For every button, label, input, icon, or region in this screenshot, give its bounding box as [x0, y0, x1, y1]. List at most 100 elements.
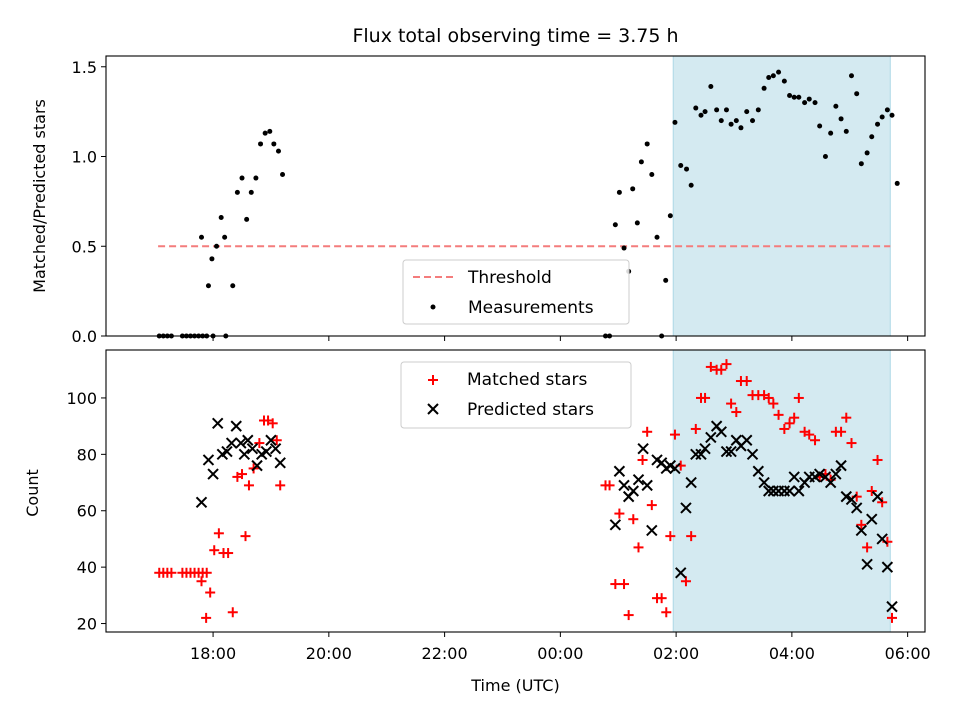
chart-title: Flux total observing time = 3.75 h	[352, 25, 678, 47]
matched-star-point	[642, 426, 653, 437]
matched-star-point	[862, 542, 873, 553]
measurement-point	[750, 118, 756, 124]
measurement-point	[744, 109, 750, 115]
predicted-star-point	[618, 479, 630, 492]
measurement-point	[761, 85, 767, 91]
measurement-point	[634, 220, 640, 226]
matched-star-point	[716, 364, 727, 375]
measurement-point	[864, 150, 870, 156]
matched-star-point	[205, 587, 216, 598]
matched-star-point	[721, 359, 732, 370]
predicted-star-point	[685, 476, 697, 489]
top-y-axis-label: Matched/Predicted stars	[30, 99, 49, 293]
matched-star-point	[784, 418, 795, 429]
measurement-point	[708, 84, 714, 90]
measurement-point	[843, 128, 849, 134]
measurement-point	[230, 283, 236, 289]
matched-star-point	[223, 548, 234, 559]
measurement-point	[723, 107, 729, 113]
matched-star-point	[628, 514, 639, 525]
matched-star-point	[267, 418, 278, 429]
measurement-point	[684, 166, 690, 172]
measurement-point	[806, 96, 812, 102]
matched-star-point	[686, 531, 697, 542]
measurement-point	[848, 73, 854, 79]
matched-star-point	[637, 454, 648, 465]
x-tick-label: 02:00	[653, 644, 699, 663]
matched-star-point	[661, 607, 672, 618]
bottom-axes-frame	[105, 349, 926, 633]
measurement-point	[698, 112, 704, 118]
predicted-star-point	[669, 462, 681, 475]
measurement-point	[894, 180, 900, 186]
matched-star-point	[240, 531, 251, 542]
matched-star-point	[614, 508, 625, 519]
predicted-star-point	[238, 448, 251, 461]
predicted-star-point	[720, 445, 733, 458]
x-tick-label: 22:00	[422, 644, 468, 663]
predicted-star-point	[871, 490, 884, 503]
matched-star-point	[841, 412, 852, 423]
predicted-star-point	[886, 600, 898, 613]
measurement-point	[239, 175, 245, 181]
measurement-point	[638, 159, 644, 165]
matched-star-point	[201, 612, 212, 623]
bottom-panel: 20 40 60 80 100 18:00 20:00 22:00 00:00 02:00 04:…	[23, 349, 931, 695]
predicted-star-point	[845, 493, 858, 506]
predicted-star-point	[835, 459, 847, 472]
legend-measurements-swatch	[430, 304, 436, 310]
bottom-y-tick-label: 20	[77, 615, 97, 634]
measurement-point	[702, 109, 708, 115]
matched-star-point	[237, 469, 248, 480]
predicted-star-point	[793, 485, 805, 497]
measurement-point	[889, 112, 895, 118]
measurement-point	[791, 94, 797, 100]
matched-star-point	[275, 480, 286, 491]
matched-star-point	[700, 392, 711, 403]
measurement-point	[222, 234, 228, 240]
predicted-star-point	[705, 431, 717, 444]
predicted-star-point	[646, 524, 658, 537]
predicted-star-point	[699, 442, 711, 455]
predicted-star-point	[824, 476, 837, 489]
measurement-point	[280, 171, 286, 177]
predicted-star-point	[265, 434, 277, 446]
matched-star-point	[201, 567, 212, 578]
top-panel: 0.0 0.5 1.0 1.5 Matched/Predicted stars Thr…	[30, 55, 926, 346]
matched-star-point	[690, 423, 701, 434]
top-x-ticks	[212, 336, 909, 341]
measurement-point	[738, 125, 744, 131]
predicted-star-point	[725, 445, 737, 458]
predicted-star-point	[715, 426, 727, 438]
predicted-star-point	[207, 468, 219, 480]
bottom-y-tick-label: 60	[77, 502, 97, 521]
matched-star-point	[804, 429, 815, 440]
measurement-point	[616, 189, 622, 195]
matched-star-point	[789, 412, 800, 423]
measurement-point	[667, 213, 673, 219]
measurement-point	[672, 119, 678, 125]
matched-star-point	[779, 423, 790, 434]
measurement-point	[253, 175, 259, 181]
matched-star-point	[271, 435, 282, 446]
measurement-point	[781, 78, 787, 84]
x-tick-label: 18:00	[190, 644, 236, 663]
measurement-point	[869, 134, 875, 140]
legend-predicted-swatch	[427, 403, 439, 415]
top-y-ticks: 0.0 0.5 1.0 1.5	[72, 58, 106, 346]
predicted-star-point	[855, 524, 868, 537]
matched-star-point	[763, 392, 774, 403]
measurement-point	[879, 114, 885, 120]
bottom-matched-stars	[154, 359, 898, 623]
measurement-point	[275, 148, 281, 154]
predicted-star-point	[758, 476, 770, 489]
predicted-star-point	[850, 502, 863, 514]
matched-star-point	[856, 519, 867, 530]
x-tick-label: 06:00	[885, 644, 931, 663]
measurement-point	[884, 107, 890, 113]
matched-star-point	[669, 429, 680, 440]
measurement-point	[733, 118, 739, 124]
measurement-point	[630, 186, 636, 192]
predicted-star-point	[235, 437, 247, 449]
